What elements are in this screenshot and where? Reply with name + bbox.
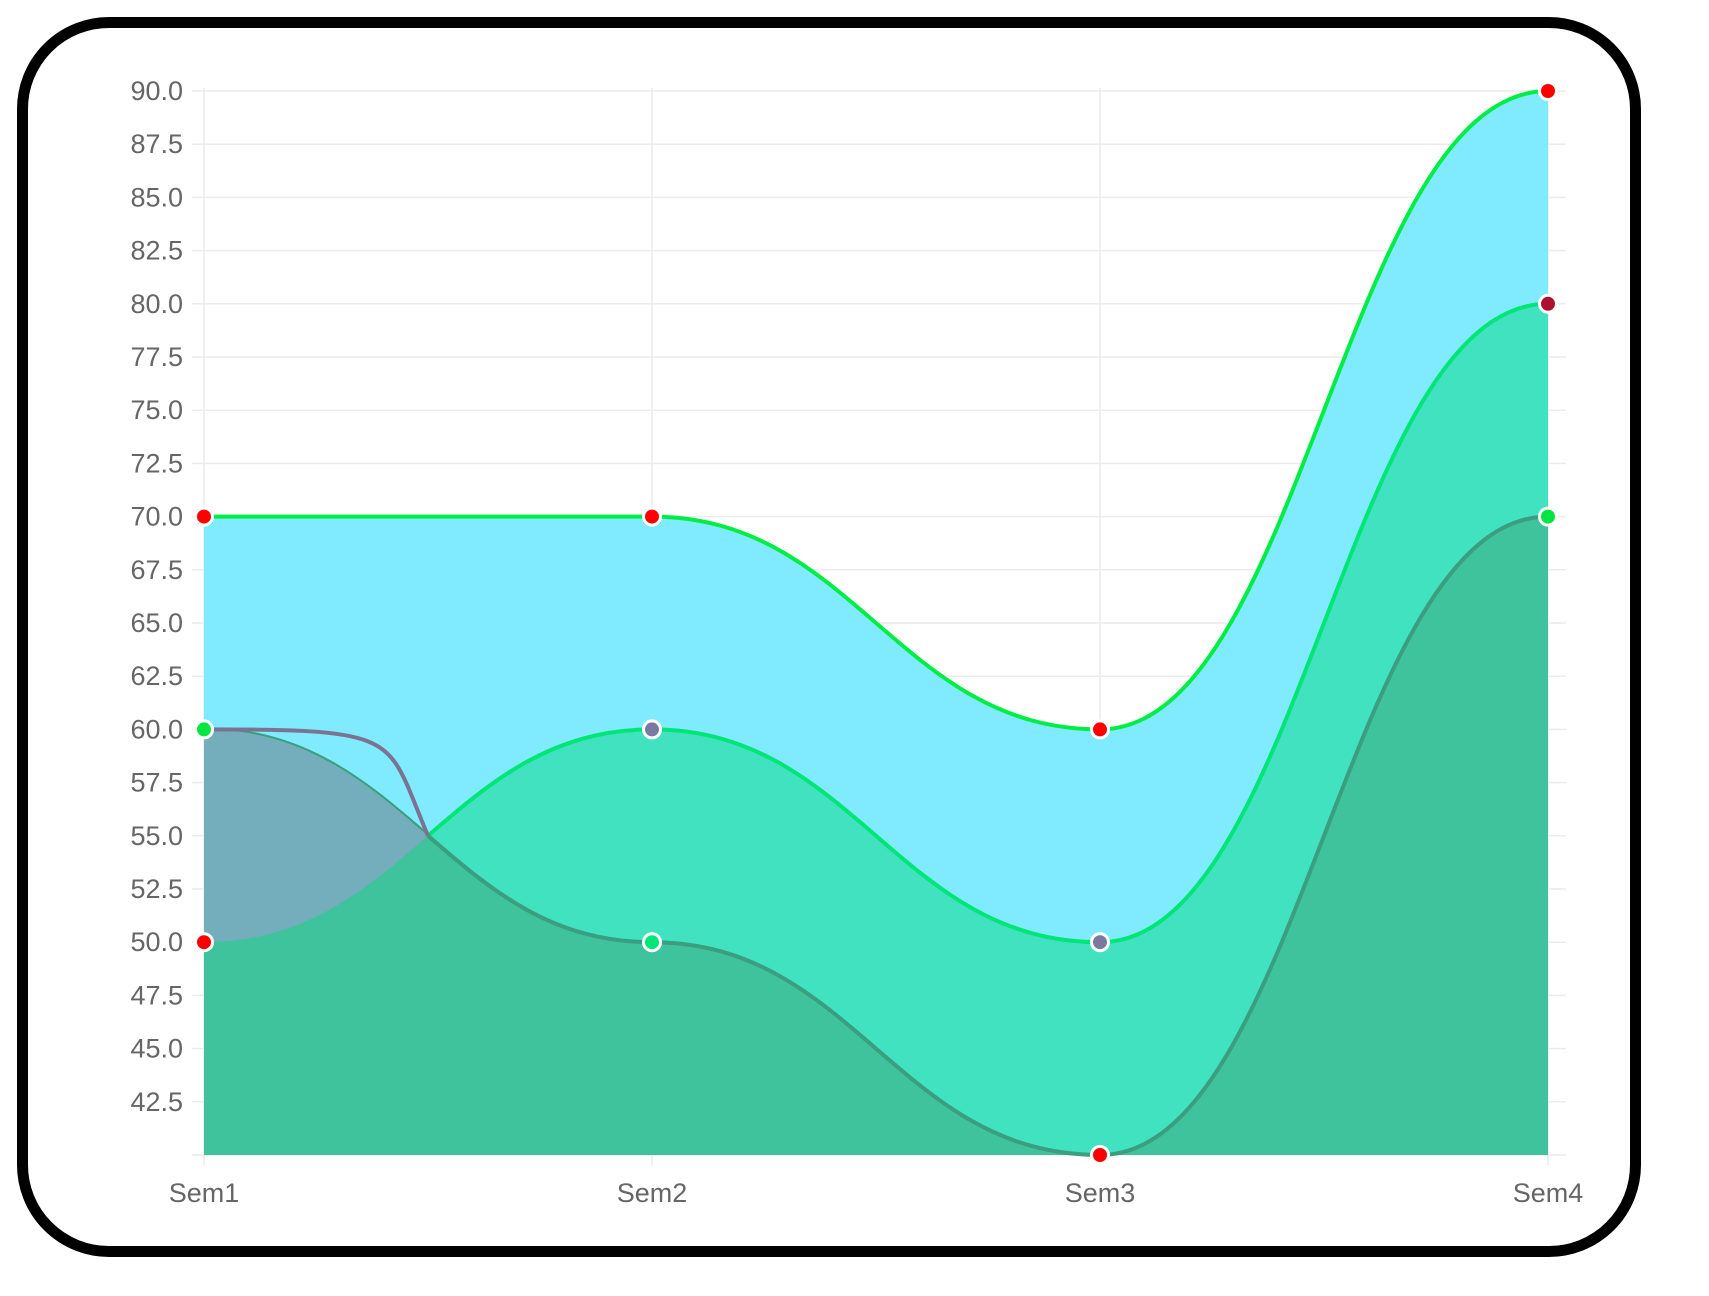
series-1-point[interactable]: [194, 719, 214, 740]
y-tick-label: 42.5: [130, 1087, 183, 1117]
y-tick-label: 90.0: [130, 76, 183, 106]
y-tick-label: 70.0: [130, 502, 183, 532]
overlap-line: [203, 727, 430, 837]
series-2-point[interactable]: [642, 719, 662, 740]
y-tick-label: 75.0: [130, 395, 183, 425]
y-tick-label: 45.0: [130, 1034, 183, 1064]
y-tick-label: 57.5: [130, 768, 183, 798]
y-tick-label: 52.5: [130, 874, 183, 904]
series-3-point[interactable]: [194, 506, 214, 527]
y-tick-label: 77.5: [130, 342, 183, 372]
series-2-line: [203, 301, 1549, 945]
series-1-line: [203, 514, 1549, 1158]
series-2-point[interactable]: [194, 932, 214, 953]
x-axis-tick-labels: Sem1 Sem2 Sem3 Sem4: [169, 1178, 1584, 1208]
y-tick-label: 55.0: [130, 821, 183, 851]
area-series: [203, 89, 1549, 1158]
y-tick-label: 87.5: [130, 129, 183, 159]
y-tick-label: 80.0: [130, 289, 183, 319]
x-tick-label: Sem1: [169, 1178, 240, 1208]
y-tick-label: 47.5: [130, 980, 183, 1010]
y-tick-label: 72.5: [130, 448, 183, 478]
series-1-point[interactable]: [642, 932, 662, 953]
series-3-line: [204, 89, 1549, 732]
series-3-point[interactable]: [1090, 719, 1110, 740]
x-tick-label: Sem4: [1513, 1178, 1584, 1208]
series-2-point[interactable]: [1538, 293, 1558, 314]
x-tick-label: Sem2: [617, 1178, 688, 1208]
y-tick-label: 65.0: [130, 608, 183, 638]
series-1-area: [204, 516, 1548, 1155]
series-1-point[interactable]: [1538, 506, 1558, 527]
y-tick-label: 60.0: [130, 714, 183, 744]
y-axis-tick-labels: 90.0 87.5 85.0 82.5 80.0 77.5 75.0 72.5 70.0 67.5…: [130, 76, 183, 1117]
y-tick-label: 62.5: [130, 661, 183, 691]
y-tick-label: 85.0: [130, 182, 183, 212]
y-tick-label: 67.5: [130, 555, 183, 585]
series-2-point[interactable]: [1090, 932, 1110, 953]
y-tick-label: 82.5: [130, 236, 183, 266]
x-tick-label: Sem3: [1065, 1178, 1136, 1208]
series-3-point[interactable]: [642, 506, 662, 527]
series-3-point[interactable]: [1538, 81, 1558, 101]
y-tick-label: 50.0: [130, 927, 183, 957]
data-points: [194, 81, 1558, 1165]
series-1-point[interactable]: [1090, 1145, 1110, 1165]
